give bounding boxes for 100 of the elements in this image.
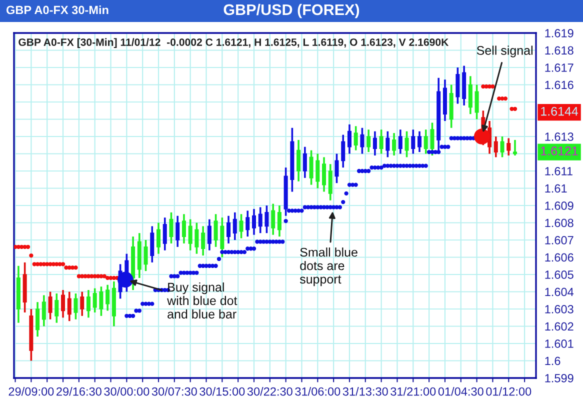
y-tick-label: 1.619 bbox=[545, 29, 574, 38]
candlestick bbox=[322, 156, 326, 193]
x-tick-label: 30/00:00 bbox=[104, 387, 150, 396]
annotation: 1.6121 bbox=[541, 146, 578, 156]
point bbox=[29, 253, 34, 258]
candlestick bbox=[456, 66, 460, 105]
x-tick-label: 30/22:30 bbox=[247, 387, 292, 396]
candlestick bbox=[417, 130, 422, 153]
y-tick-label: 1.605 bbox=[545, 270, 574, 279]
candlestick bbox=[360, 126, 364, 155]
candlestick bbox=[474, 84, 479, 120]
candlestick bbox=[232, 211, 237, 241]
candlestick bbox=[258, 206, 262, 234]
x-tick-label: 31/06:00 bbox=[295, 387, 340, 396]
y-tick-label: 1.609 bbox=[545, 202, 574, 210]
y-tick-label: 1.607 bbox=[545, 236, 574, 244]
candlestick bbox=[182, 213, 186, 244]
y-tick-label: 1.611 bbox=[545, 167, 572, 176]
candlestick bbox=[176, 214, 180, 248]
annotation: Small blue dots are support bbox=[300, 248, 358, 286]
x-tick-label: 29/09:00 bbox=[8, 387, 54, 396]
x-tick-label: 31/13:30 bbox=[342, 387, 388, 396]
candlestick bbox=[316, 152, 320, 190]
y-tick-label: 1.6 bbox=[545, 356, 560, 366]
candlestick bbox=[169, 211, 174, 244]
candlestick bbox=[424, 128, 428, 155]
candlestick bbox=[372, 130, 377, 156]
candlestick bbox=[188, 218, 192, 252]
y-tick-label: 1.616 bbox=[545, 80, 574, 90]
candlestick bbox=[246, 210, 250, 238]
candlestick bbox=[214, 213, 218, 248]
candlestick bbox=[80, 290, 84, 317]
point bbox=[74, 266, 78, 270]
candlestick bbox=[302, 146, 307, 179]
chart-subtitle: GBP A0-FX [30-Min] 11/01/12 -0.0002 C 1.6121, H 1.6125, L 1.6119, O 1.6123, V 2.1690K bbox=[18, 38, 449, 48]
x-tick-label: 30/07:30 bbox=[152, 387, 197, 396]
candlestick bbox=[386, 130, 390, 158]
candlestick bbox=[296, 139, 301, 182]
annotation: Sell signal bbox=[476, 46, 532, 58]
candlestick bbox=[162, 216, 167, 252]
x-tick-label: 30/15:00 bbox=[200, 387, 245, 396]
candlestick bbox=[366, 128, 371, 153]
candlestick bbox=[194, 222, 199, 255]
candlestick bbox=[430, 122, 434, 156]
candlestick bbox=[341, 134, 346, 168]
candlestick bbox=[61, 289, 66, 319]
candlestick bbox=[404, 130, 409, 158]
candlestick bbox=[92, 287, 97, 314]
candlestick bbox=[309, 149, 314, 186]
candlestick bbox=[99, 286, 104, 317]
y-tick-label: 1.618 bbox=[545, 46, 574, 55]
candlestick bbox=[42, 294, 46, 328]
candlestick bbox=[264, 204, 269, 234]
candlestick bbox=[74, 292, 78, 320]
candlestick bbox=[379, 128, 384, 155]
x-tick-label: 01/12:00 bbox=[486, 387, 532, 396]
candlestick bbox=[334, 152, 339, 184]
point bbox=[26, 244, 30, 249]
candlestick bbox=[398, 128, 402, 155]
candlestick bbox=[207, 218, 212, 252]
y-tick-label: 1.602 bbox=[545, 322, 574, 331]
candlestick bbox=[328, 163, 332, 202]
y-tick-label: 1.604 bbox=[545, 288, 574, 296]
candlestick bbox=[36, 301, 40, 338]
point bbox=[60, 262, 66, 266]
x-tick-label: 01/04:30 bbox=[438, 387, 484, 396]
candlestick bbox=[392, 132, 396, 156]
x-tick-label: 31/21:00 bbox=[390, 387, 436, 396]
candlestick bbox=[239, 213, 244, 240]
candlestick bbox=[144, 239, 148, 272]
y-tick-label: 1.617 bbox=[545, 64, 574, 72]
annotation: Buy signal with blue dot and blue bar bbox=[167, 282, 238, 319]
candlestick bbox=[156, 222, 161, 255]
y-tick-label: 1.606 bbox=[545, 253, 574, 262]
candlestick bbox=[48, 290, 52, 320]
y-tick-label: 1.601 bbox=[545, 340, 574, 348]
candlestick bbox=[506, 137, 511, 156]
candlestick bbox=[277, 204, 282, 238]
candlestick bbox=[494, 136, 498, 158]
annotation: 1.6144 bbox=[541, 106, 578, 116]
text: GBP A0-FX 30-Min bbox=[6, 6, 108, 14]
candlestick bbox=[347, 124, 352, 155]
y-tick-label: 1.608 bbox=[545, 218, 574, 228]
candlestick bbox=[201, 225, 206, 256]
candlestick bbox=[226, 214, 231, 244]
point bbox=[102, 274, 106, 278]
y-tick-label: 1.61 bbox=[545, 184, 567, 193]
chart-title: GBP/USD (FOREX) bbox=[224, 4, 360, 18]
candlestick bbox=[106, 284, 110, 312]
candlestick bbox=[252, 208, 256, 236]
candlestick bbox=[86, 289, 90, 319]
candlestick bbox=[150, 225, 154, 264]
candlestick bbox=[500, 136, 504, 158]
candlestick bbox=[354, 125, 358, 152]
candlestick bbox=[512, 139, 518, 156]
y-tick-label: 1.603 bbox=[545, 305, 574, 314]
candlestick bbox=[411, 128, 416, 155]
candlestick bbox=[54, 292, 59, 324]
candlestick bbox=[271, 202, 276, 236]
y-tick-label: 1.613 bbox=[545, 132, 574, 141]
